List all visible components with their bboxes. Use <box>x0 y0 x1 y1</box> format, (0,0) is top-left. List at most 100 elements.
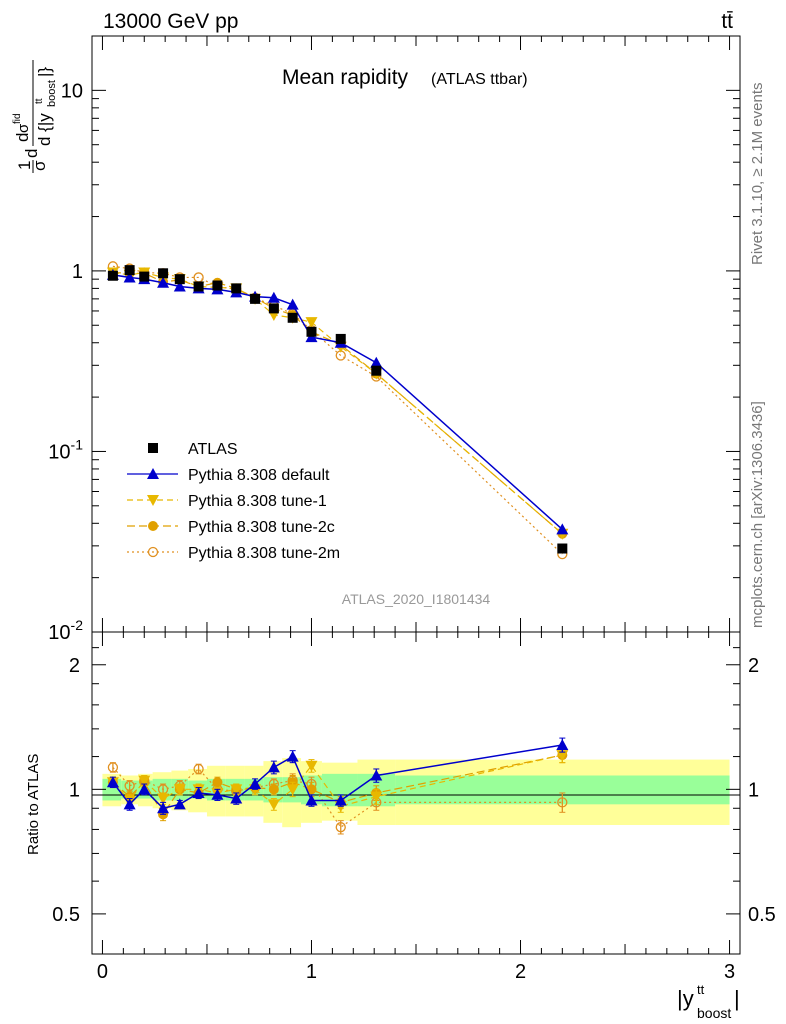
ratio-point <box>124 780 135 791</box>
svg-text:|: | <box>734 986 740 1011</box>
main-subtitle: (ATLAS ttbar) <box>431 71 528 88</box>
series-line <box>112 265 563 555</box>
data-point <box>124 265 135 276</box>
ratio-series-layer <box>106 737 569 835</box>
ratio-point <box>334 794 347 806</box>
ratio-y-tick-label: 0.5 <box>52 904 80 926</box>
svg-text:d: d <box>13 133 32 142</box>
ratio-point <box>173 784 186 796</box>
legend-marker <box>148 521 158 531</box>
ratio-point <box>138 783 151 795</box>
ratio-y-tick-label-right: 0.5 <box>748 904 776 926</box>
main-frame <box>91 35 741 633</box>
ratio-point <box>306 784 317 795</box>
legend-label: Pythia 8.308 tune-1 <box>188 493 327 510</box>
ratio-point <box>211 788 224 800</box>
ratio-point <box>557 797 568 808</box>
ratio-point <box>267 761 280 773</box>
data-point <box>335 333 346 344</box>
ratio-point <box>212 777 223 788</box>
ratio-y-tick-label-right: 1 <box>748 779 759 801</box>
x-tick-label: 0 <box>97 961 108 983</box>
svg-text:tt: tt <box>697 982 705 997</box>
legend-label: Pythia 8.308 tune-2m <box>188 545 340 562</box>
x-axis-label: |y tt boost | <box>677 982 740 1021</box>
ratio-point <box>157 793 170 805</box>
ratio-y-axis-label: Ratio to ATLAS <box>25 754 42 855</box>
svg-text:fid: fid <box>12 113 23 124</box>
series-pythia-8-308-tune-2c <box>107 267 568 539</box>
data-point <box>193 281 204 292</box>
ratio-point <box>192 786 205 798</box>
data-point <box>139 271 150 282</box>
data-point <box>107 270 118 281</box>
svg-text:σ: σ <box>15 123 32 133</box>
data-point <box>306 326 317 337</box>
ratio-point <box>249 778 262 790</box>
svg-text:d {|y: d {|y <box>35 113 54 146</box>
x-tick-label: 2 <box>515 961 526 983</box>
ratio-y-tick-label: 2 <box>69 655 80 677</box>
legend-marker <box>147 495 159 506</box>
data-point <box>286 298 299 310</box>
legend-label: Pythia 8.308 tune-2c <box>188 519 335 536</box>
ratio-point <box>556 750 569 762</box>
ratio-point <box>193 763 204 775</box>
data-point <box>305 317 318 329</box>
ratio-point <box>230 792 243 804</box>
series-pythia-8-308-tune-2m <box>107 261 568 560</box>
side-label-top: Rivet 3.1.10, ≥ 2.1M events <box>749 83 766 266</box>
header-left: 13000 GeV pp <box>103 10 238 33</box>
ratio-point <box>556 738 569 750</box>
ratio-point <box>268 784 279 795</box>
data-point <box>231 283 242 294</box>
svg-text:|y: |y <box>677 986 694 1011</box>
legend: ATLAS Pythia 8.308 default Pythia 8.308 tu… <box>127 441 340 562</box>
data-point <box>370 356 383 368</box>
svg-text:boost: boost <box>46 80 58 107</box>
ratio-point <box>305 760 318 772</box>
ratio-point <box>157 802 170 814</box>
ratio-series-pythia-8-308-default <box>106 737 569 815</box>
svg-text:σ: σ <box>30 160 49 171</box>
series-line <box>112 271 563 535</box>
side-label-bottom: mcplots.cern.ch [arXiv:1306.3436] <box>749 401 766 628</box>
main-y-axis-label: 1 σ d d σ fid d {|y tt boost |} <box>12 60 58 173</box>
legend-marker <box>147 546 159 558</box>
svg-text:boost: boost <box>697 1005 731 1021</box>
ratio-point <box>370 791 383 803</box>
data-point <box>556 523 569 535</box>
data-point <box>250 293 261 304</box>
legend-marker <box>147 468 159 479</box>
data-point <box>287 312 298 323</box>
x-tick-label: 3 <box>724 961 735 983</box>
series-pythia-8-308-tune-1 <box>106 267 569 540</box>
svg-text:tt: tt <box>34 98 45 104</box>
y-tick-label: 10-1 <box>48 436 83 463</box>
svg-text:|}: |} <box>35 67 54 77</box>
data-point <box>212 280 223 291</box>
ratio-y-tick-label-right: 2 <box>748 655 759 677</box>
data-point <box>174 274 185 285</box>
main-series-layer <box>106 261 569 560</box>
series-line <box>112 274 563 530</box>
ratio-y-tick-label: 1 <box>69 779 80 801</box>
ratio-point <box>286 750 299 762</box>
legend-marker <box>148 443 158 453</box>
data-point <box>157 276 170 288</box>
data-point <box>158 268 169 279</box>
ratio-panel: 0.5 0.5 1 1 2 2 0 1 2 3 Ratio to ATLAS |y tt boos… <box>25 631 776 1021</box>
series-atlas <box>107 265 568 554</box>
data-point <box>371 365 382 376</box>
ratio-point <box>230 784 243 796</box>
series-pythia-8-308-default <box>106 268 569 535</box>
y-tick-label: 10-2 <box>48 617 83 644</box>
svg-text:d: d <box>22 149 41 158</box>
legend-label: Pythia 8.308 default <box>188 467 330 484</box>
data-point <box>173 280 186 292</box>
data-point <box>557 543 568 554</box>
header-right: tt̄ <box>721 10 733 33</box>
legend-label: ATLAS <box>188 441 238 458</box>
